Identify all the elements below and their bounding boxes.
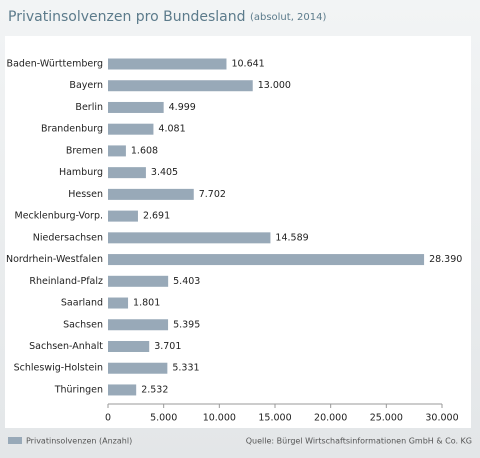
y-tick-label: Schleswig-Holstein [14,363,103,374]
bar [108,101,164,113]
x-tick-label: 10.000 [203,413,236,424]
x-tick-label: 25.000 [370,413,403,424]
bar [108,362,168,374]
y-tick-label: Brandenburg [41,124,103,135]
y-tick-label: Sachsen-Anhalt [29,341,103,352]
y-tick-label: Berlin [75,102,103,113]
y-tick-label: Bayern [69,80,103,91]
x-tick-label: 15.000 [258,413,291,424]
value-label: 2.691 [143,211,170,222]
bar [108,232,271,244]
y-tick-label: Thüringen [54,384,103,395]
value-label: 10.641 [231,59,264,70]
y-tick-label: Niedersachsen [33,232,103,243]
chart-title: Privatinsolvenzen pro Bundesland (absolu… [8,9,327,25]
value-label: 1.801 [133,298,160,309]
legend-label: Privatinsolvenzen (Anzahl) [26,437,132,446]
title: Privatinsolvenzen pro Bundesland [8,9,246,25]
y-tick-label: Saarland [61,298,103,309]
bar [108,58,227,70]
value-label: 1.608 [131,145,158,156]
y-tick-label: Nordrhein-Westfalen [6,254,103,265]
bar [108,254,425,266]
bar [108,210,138,222]
bar [108,80,253,92]
x-tick-label: 0 [105,413,111,424]
bar [108,340,150,352]
y-tick-label: Baden-Württemberg [7,59,103,70]
value-label: 4.081 [158,124,185,135]
plot-panel [5,36,471,428]
value-label: 4.999 [169,102,196,113]
value-label: 2.532 [141,384,168,395]
value-label: 3.405 [151,167,178,178]
y-tick-label: Mecklenburg-Vorp. [15,211,104,222]
y-tick-label: Bremen [66,145,103,156]
value-label: 5.395 [173,319,200,330]
value-label: 13.000 [258,80,291,91]
value-label: 3.701 [154,341,181,352]
bar [108,275,169,287]
source: Quelle: Bürgel Wirtschaftsinformationen … [246,437,472,446]
legend-swatch [8,437,22,444]
y-tick-label: Hamburg [59,167,103,178]
bar [108,384,137,396]
value-label: 28.390 [429,254,462,265]
x-tick-label: 5.000 [150,413,177,424]
y-tick-label: Hessen [68,189,103,200]
bar [108,123,154,135]
bar [108,319,169,331]
value-label: 5.331 [172,363,199,374]
bar [108,297,129,309]
bar [108,145,126,157]
x-tick-label: 20.000 [314,413,347,424]
x-tick-label: 30.000 [425,413,458,424]
bar [108,188,194,200]
bar [108,167,146,179]
value-label: 14.589 [275,232,308,243]
subtitle: (absolut, 2014) [250,12,327,23]
value-label: 5.403 [173,276,200,287]
y-tick-label: Sachsen [63,319,103,330]
y-tick-label: Rheinland-Pfalz [29,276,103,287]
value-label: 7.702 [199,189,226,200]
